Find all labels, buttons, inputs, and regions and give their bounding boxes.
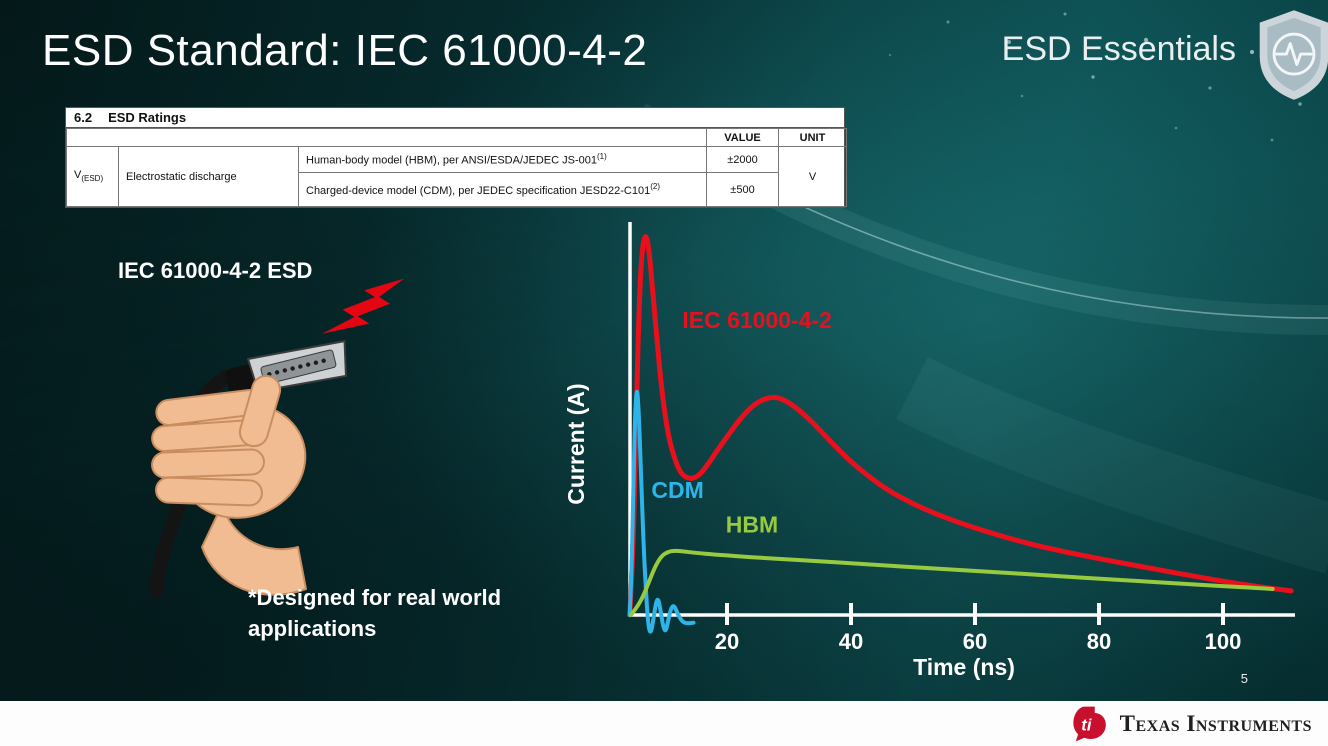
star-dots	[888, 12, 1302, 142]
y-axis-label: Current (A)	[563, 383, 589, 504]
series-HBM	[628, 548, 1275, 617]
unit-cell: V	[778, 146, 847, 207]
section-number: 6.2	[74, 110, 93, 125]
hbm-condition-cell: Human-body model (HBM), per ANSI/ESDA/JE…	[298, 146, 707, 173]
esd-waveform-chart: 20 40 60 80 100 Time (ns) Current (A) IEC 61000…	[563, 222, 1295, 680]
param-symbol-cell: V(ESD)	[66, 146, 119, 207]
hbm-value-cell: ±2000	[706, 146, 779, 173]
param-symbol: V	[74, 169, 82, 182]
hand	[151, 374, 307, 596]
cdm-condition-text: Charged-device model (CDM), per JEDEC sp…	[306, 184, 651, 197]
series-CDM	[627, 389, 696, 634]
section-name: ESD Ratings	[108, 110, 187, 125]
header-spacer-cell	[66, 128, 707, 147]
texas-instruments-logo-icon: ti	[1073, 706, 1106, 741]
table-section-title: 6.2 ESD Ratings	[66, 108, 844, 128]
hbm-condition-text: Human-body model (HBM), per ANSI/ESDA/JE…	[306, 154, 597, 167]
cdm-footnote-ref: (2)	[650, 182, 660, 192]
x-tick-label: 80	[1087, 629, 1111, 654]
glow-band	[896, 356, 1328, 574]
lightning-bolt-icon	[322, 278, 405, 334]
ti-monogram: ti	[1081, 715, 1092, 734]
x-tick-label: 20	[715, 629, 739, 654]
series-label: CDM	[651, 477, 703, 503]
x-tick-label: 100	[1205, 629, 1242, 654]
esd-ratings-table: 6.2 ESD Ratings VALUE UNIT V(ESD) Electr…	[65, 107, 847, 208]
slide-page-number: 5	[1240, 671, 1248, 686]
cdm-condition-cell: Charged-device model (CDM), per JEDEC sp…	[298, 172, 707, 207]
series-label: HBM	[726, 512, 778, 538]
hbm-footnote-ref: (1)	[597, 152, 607, 162]
x-tick-label: 60	[963, 629, 987, 654]
x-axis-label: Time (ns)	[913, 654, 1015, 680]
value-column-header: VALUE	[706, 128, 779, 147]
param-name-cell: Electrostatic discharge	[118, 146, 299, 207]
cdm-value-cell: ±500	[706, 172, 779, 207]
brand-series-title: ESD Essentials	[1001, 30, 1236, 68]
series-IEC 61000-4-2	[627, 234, 1294, 618]
footer-bar: ti Texas Instruments	[0, 701, 1328, 746]
shield-pulse-icon	[1259, 10, 1328, 100]
x-tick-label: 40	[839, 629, 863, 654]
designed-for-real-world-note: *Designed for real world applications	[248, 585, 502, 641]
texas-instruments-wordmark: Texas Instruments	[1119, 710, 1312, 736]
unit-column-header: UNIT	[778, 128, 847, 147]
param-symbol-subscript: (ESD)	[81, 174, 104, 184]
page-title: ESD Standard: IEC 61000-4-2	[42, 26, 648, 75]
iec-esd-caption: IEC 61000-4-2 ESD	[118, 258, 313, 283]
hand-holding-connector-illustration	[149, 278, 405, 598]
hdmi-connector	[225, 339, 348, 398]
series-label: IEC 61000-4-2	[682, 307, 832, 333]
